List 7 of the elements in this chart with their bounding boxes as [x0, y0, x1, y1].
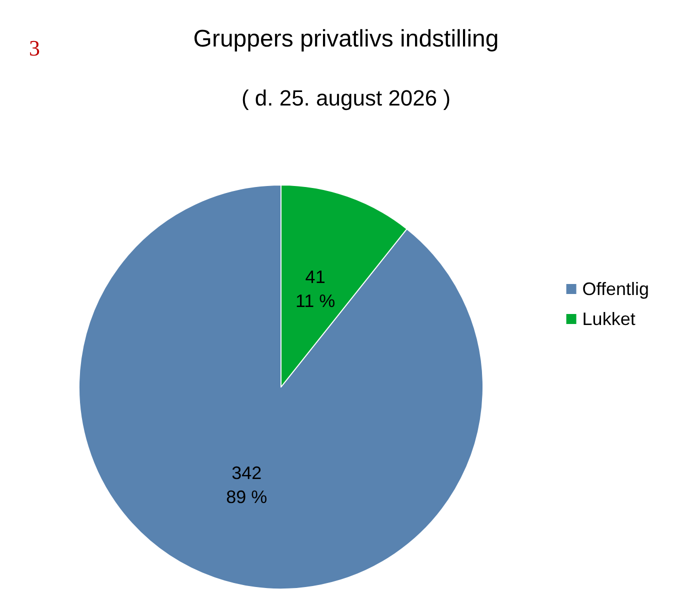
- legend-label: Lukket: [582, 309, 636, 329]
- chart-subtitle: ( d. 25. august 2026 ): [241, 86, 451, 110]
- data-label: 342 89 %: [226, 463, 268, 508]
- text: 3: [29, 36, 40, 60]
- legend-label: Offentlig: [582, 279, 650, 299]
- data-label: 41 11 %: [295, 266, 336, 311]
- chart-title: Gruppers privatlivs indstilling: [193, 26, 499, 52]
